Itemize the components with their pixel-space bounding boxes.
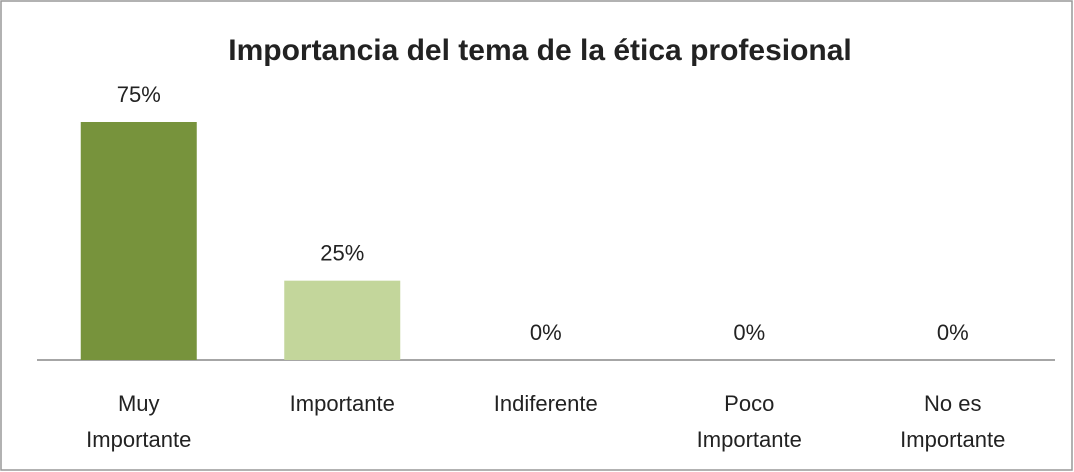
value-label: 0% (733, 320, 765, 345)
value-label: 0% (937, 320, 969, 345)
bar (80, 122, 197, 360)
x-tick-label: Poco Importante (696, 391, 802, 452)
x-tick-label: No es Importante (900, 391, 1006, 452)
value-label: 75% (117, 82, 161, 107)
value-label: 0% (530, 320, 562, 345)
bar (284, 280, 401, 360)
value-label: 25% (320, 240, 364, 265)
x-tick-label: Importante (289, 391, 395, 416)
x-tick-label: Indiferente (493, 391, 598, 416)
x-tick-label: Muy Importante (86, 391, 192, 452)
chart-title: Importancia del tema de la ética profesi… (228, 34, 852, 67)
